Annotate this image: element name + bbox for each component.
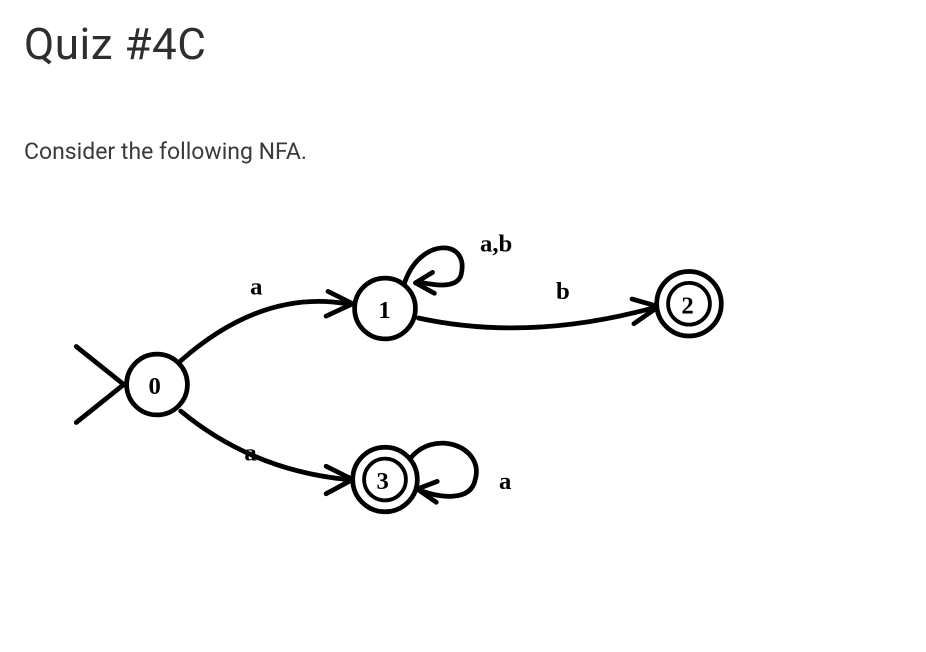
state-2: 2 [657,271,722,336]
edge-0-1: a [181,273,353,361]
state-3-label: 3 [376,468,388,495]
state-2-label: 2 [681,292,693,319]
edge-1-1-selfloop: a,b [404,231,512,294]
nfa-svg: a a a,b b [24,185,784,565]
edge-1-1-label: a,b [480,231,512,258]
state-3: 3 [353,447,418,512]
edge-3-3-label: a [499,468,511,495]
edge-0-3-label: a [244,440,256,467]
state-1: 1 [355,278,416,339]
edge-3-3-selfloop: a [409,443,512,502]
edge-0-3: a [181,411,353,494]
edge-0-1-label: a [250,273,262,300]
edge-1-2: b [418,278,658,328]
start-arrow [76,347,124,423]
state-0: 0 [127,354,188,415]
state-1-label: 1 [378,297,390,324]
state-0-label: 0 [148,373,160,400]
nfa-diagram: a a a,b b [24,185,902,565]
prompt-text: Consider the following NFA. [24,138,902,165]
edge-1-2-label: b [556,278,570,305]
page-title: Quiz #4C [24,18,902,70]
